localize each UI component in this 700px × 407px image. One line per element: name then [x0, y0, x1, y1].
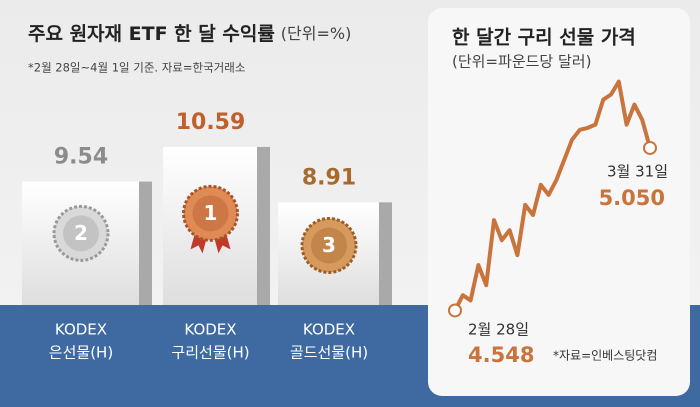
medal	[52, 204, 110, 262]
rank-label: 1	[204, 201, 218, 225]
category-label: KODEX	[55, 321, 107, 339]
bar-shadow	[379, 202, 392, 305]
bar-shadow	[257, 146, 270, 305]
medal-inner	[192, 195, 229, 232]
bar-shadow	[139, 181, 152, 305]
medal-inner	[63, 215, 99, 252]
rank-label: 3	[322, 233, 336, 257]
source: *자료=인베스팅닷컴	[553, 349, 657, 363]
chart-title: 주요 원자재 ETF 한 달 수익률 (단위=%)	[28, 23, 351, 45]
medal-inner	[311, 227, 347, 264]
note: *2월 28일~4월 1일 기준. 자료=한국거래소	[28, 61, 245, 75]
category-label: 골드선물(H)	[290, 344, 368, 362]
category-label: 구리선물(H)	[171, 344, 249, 362]
category-label: KODEX	[184, 321, 236, 339]
annotation-value: 4.548	[468, 343, 534, 367]
end-marker	[643, 140, 657, 155]
category-label: 은선물(H)	[49, 344, 113, 362]
chart-subtitle: (단위=파운드당 달러)	[452, 53, 591, 71]
annotation-date: 3월 31일	[607, 163, 668, 181]
value-label: 9.54	[54, 145, 108, 170]
annotation-value: 5.050	[599, 186, 665, 210]
chart-title: 한 달간 구리 선물 가격	[452, 27, 636, 49]
start-marker	[448, 303, 462, 318]
value-label: 8.91	[302, 165, 356, 190]
medal	[182, 184, 239, 242]
rank-label: 2	[74, 221, 88, 245]
medal	[300, 216, 358, 274]
line	[453, 79, 652, 312]
category-label: KODEX	[303, 321, 355, 339]
value-label: 10.59	[176, 110, 246, 135]
annotation-date: 2월 28일	[468, 321, 529, 339]
